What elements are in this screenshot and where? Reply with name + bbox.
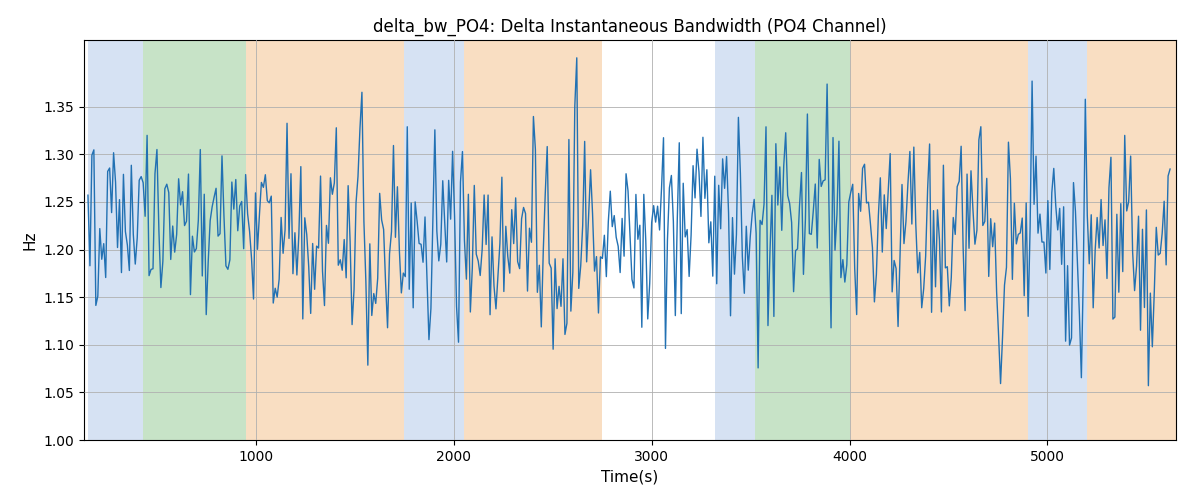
- Bar: [88, 40, 143, 440]
- Title: delta_bw_PO4: Delta Instantaneous Bandwidth (PO4 Channel): delta_bw_PO4: Delta Instantaneous Bandwi…: [373, 18, 887, 36]
- Bar: [143, 40, 246, 440]
- Bar: [404, 40, 464, 440]
- Bar: [755, 40, 850, 440]
- Bar: [1087, 40, 1176, 440]
- Bar: [1027, 40, 1087, 440]
- Bar: [464, 40, 602, 440]
- Bar: [850, 40, 1027, 440]
- Bar: [246, 40, 404, 440]
- Y-axis label: Hz: Hz: [23, 230, 38, 250]
- Bar: [715, 40, 755, 440]
- X-axis label: Time(s): Time(s): [601, 470, 659, 484]
